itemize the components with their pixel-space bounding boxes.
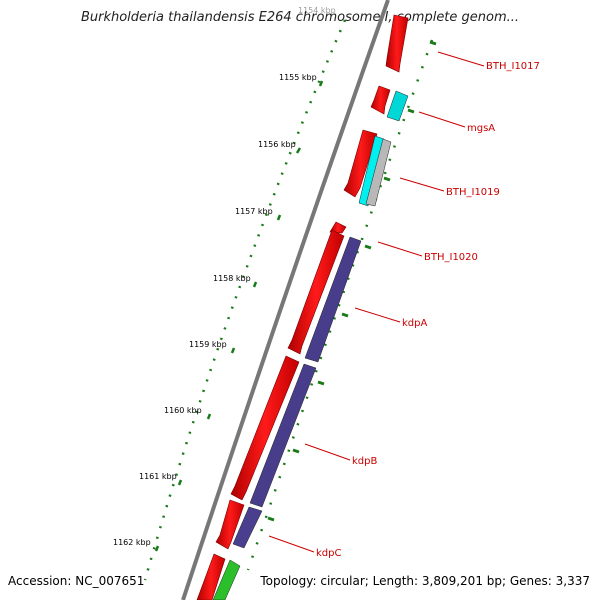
gene-arrow-bth-i1020[interactable] xyxy=(329,221,347,234)
inner-tick-marks xyxy=(267,40,437,522)
leader-lines xyxy=(268,51,485,553)
gene-label-mgsa[interactable]: mgsA xyxy=(467,123,495,134)
tick-label: 1155 kbp xyxy=(279,73,317,82)
tick-label: 1156 kbp xyxy=(258,140,296,149)
gene-grey-bth-i1019[interactable] xyxy=(365,138,392,207)
gene-arrow-kdpb-red[interactable] xyxy=(230,355,300,501)
gene-cyan-bth-i1019[interactable] xyxy=(358,135,385,207)
gene-purple-kdpc[interactable] xyxy=(232,506,263,549)
gene-label-bth-i1017[interactable]: BTH_I1017 xyxy=(486,61,540,72)
gene-label-kdpc[interactable]: kdpC xyxy=(316,548,341,559)
gene-arrow-kdpa-red[interactable] xyxy=(287,229,345,355)
gene-features xyxy=(196,14,409,600)
topology-text: Topology: circular; Length: 3,809,201 bp… xyxy=(260,574,590,588)
backbone-circle xyxy=(181,0,390,600)
gene-label-bth-i1019[interactable]: BTH_I1019 xyxy=(446,187,500,198)
gene-label-kdpb[interactable]: kdpB xyxy=(352,456,377,467)
gene-purple-kdpa[interactable] xyxy=(304,236,362,363)
gene-green-next[interactable] xyxy=(212,559,241,600)
tick-label: 1161 kbp xyxy=(139,472,177,481)
forward-features xyxy=(212,90,409,600)
gene-arrow-mgsa-red[interactable] xyxy=(370,85,391,115)
tick-label: 1158 kbp xyxy=(213,274,251,283)
map-title: Burkholderia thailandensis E264 chromoso… xyxy=(80,10,520,25)
tick-label: 1154 kbp xyxy=(298,6,336,15)
tick-label: 1157 kbp xyxy=(235,207,273,216)
gene-purple-kdpb[interactable] xyxy=(249,363,317,508)
gene-arrow-next-red[interactable] xyxy=(196,553,226,600)
gene-label-bth-i1020[interactable]: BTH_I1020 xyxy=(424,252,478,263)
gene-arrow-kdpc-red[interactable] xyxy=(215,499,245,550)
gene-cyan-mgsa[interactable] xyxy=(386,90,409,122)
tick-marks xyxy=(154,80,324,552)
gene-arrow-bth-i1017[interactable] xyxy=(385,14,409,73)
tick-label: 1160 kbp xyxy=(164,406,202,415)
gene-arrow-bth-i1019[interactable] xyxy=(343,129,378,198)
gene-label-kdpa[interactable]: kdpA xyxy=(402,318,427,329)
tick-label: 1162 kbp xyxy=(113,538,151,547)
tick-label: 1159 kbp xyxy=(189,340,227,349)
inner-track-dots xyxy=(246,39,434,571)
accession-text: Accession: NC_007651 xyxy=(8,574,145,588)
